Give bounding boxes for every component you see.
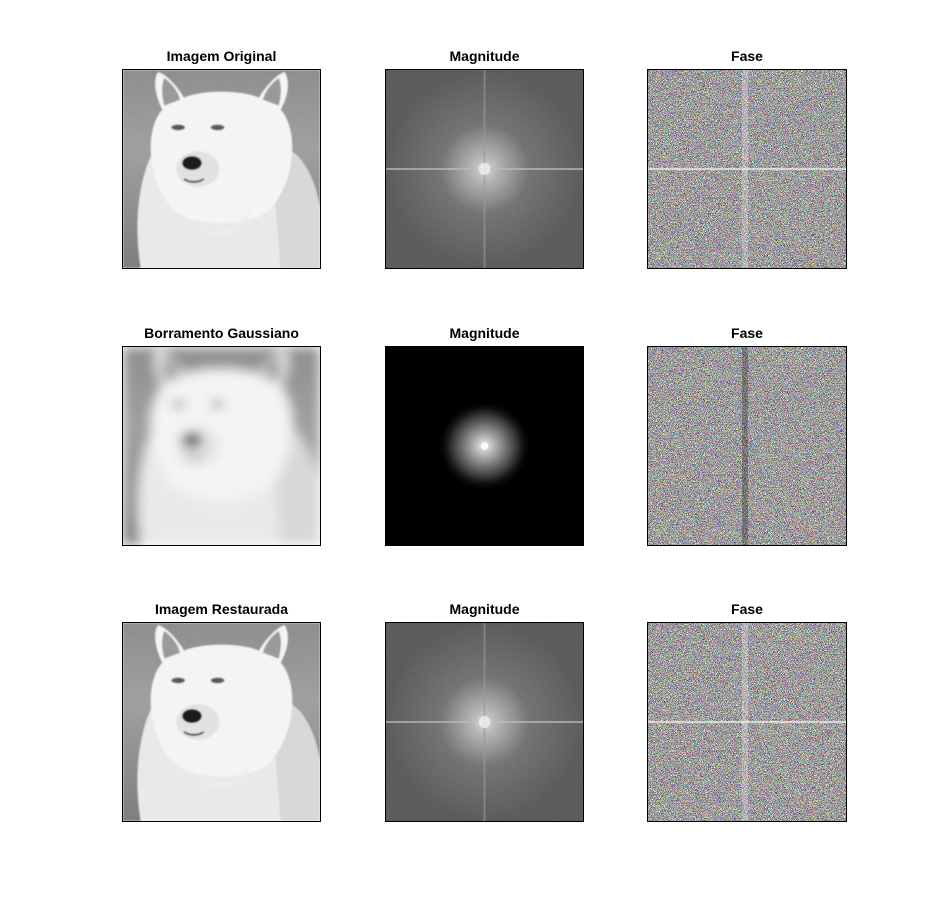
panel-magnitude-blurred: Magnitude xyxy=(385,325,584,546)
panel-phase-restored: Fase xyxy=(647,601,847,822)
panel-title: Imagem Restaurada xyxy=(154,601,289,617)
image-restored xyxy=(122,622,321,822)
panel-phase-blurred: Fase xyxy=(647,325,847,546)
panel-gaussian-blur: Borramento Gaussiano xyxy=(122,325,321,546)
panel-title: Fase xyxy=(731,48,763,64)
panel-title: Fase xyxy=(731,601,763,617)
panel-title: Magnitude xyxy=(449,48,520,64)
magnitude-spectrum-blurred xyxy=(385,346,584,546)
panel-phase-original: Fase xyxy=(647,48,847,269)
image-blurred xyxy=(122,346,321,546)
panel-title: Imagem Original xyxy=(166,48,277,64)
phase-spectrum-restored xyxy=(647,622,847,822)
panel-magnitude-original: Magnitude xyxy=(385,48,584,269)
panel-restored-image: Imagem Restaurada xyxy=(122,601,321,822)
panel-title: Borramento Gaussiano xyxy=(144,325,299,341)
panel-title: Fase xyxy=(731,325,763,341)
magnitude-spectrum-restored xyxy=(385,622,584,822)
phase-spectrum-blurred xyxy=(647,346,847,546)
panel-magnitude-restored: Magnitude xyxy=(385,601,584,822)
panel-title: Magnitude xyxy=(449,325,520,341)
panel-original-image: Imagem Original xyxy=(122,48,321,269)
panel-title: Magnitude xyxy=(449,601,520,617)
image-original xyxy=(122,69,321,269)
phase-spectrum-original xyxy=(647,69,847,269)
magnitude-spectrum-original xyxy=(385,69,584,269)
